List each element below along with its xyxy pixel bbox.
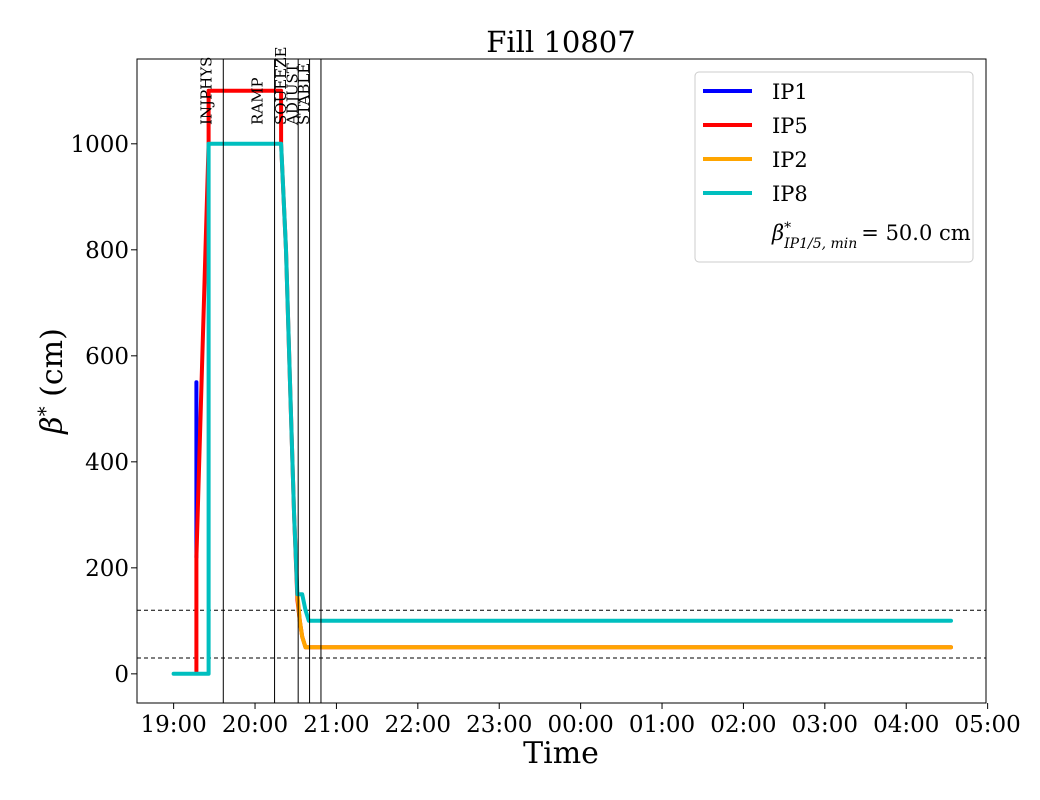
x-tick-label: 04:00 bbox=[873, 712, 939, 738]
legend-label-ip8: IP8 bbox=[772, 182, 808, 206]
x-tick-label: 01:00 bbox=[629, 712, 695, 738]
y-tick-label: 0 bbox=[114, 662, 129, 688]
y-tick-label: 600 bbox=[85, 344, 129, 370]
series-line-ip2 bbox=[295, 592, 953, 650]
legend-label-ip5: IP5 bbox=[772, 114, 808, 138]
legend-beta-min: β* IP1/5, min = 50.0 cm bbox=[771, 220, 971, 252]
plot-frame bbox=[136, 58, 987, 704]
x-ticks: 19:00 20:00 21:00 22:00 23:00 00:00 01:00 02:00… bbox=[140, 703, 1021, 738]
x-tick-label: 00:00 bbox=[547, 712, 613, 738]
phase-label-injphys: INJPHYS bbox=[197, 57, 215, 125]
x-tick-label: 23:00 bbox=[466, 712, 532, 738]
x-tick-label: 03:00 bbox=[792, 712, 858, 738]
x-tick-label: 19:00 bbox=[140, 712, 206, 738]
series-line-ip8 bbox=[171, 141, 953, 676]
y-ticks: 0 200 400 600 800 1000 bbox=[70, 132, 137, 688]
legend-label-ip1: IP1 bbox=[772, 80, 808, 104]
phase-label-ramp: RAMP bbox=[249, 77, 267, 125]
legend-box bbox=[694, 71, 974, 263]
chart-title: Fill 10807 bbox=[486, 25, 635, 59]
x-tick-label: 02:00 bbox=[710, 712, 776, 738]
x-tick-label: 05:00 bbox=[954, 712, 1020, 738]
y-tick-label: 400 bbox=[85, 450, 129, 476]
x-tick-label: 22:00 bbox=[385, 712, 451, 738]
phase-label-stable: STABLE bbox=[295, 63, 313, 125]
y-tick-label: 200 bbox=[85, 556, 129, 582]
phase-label-squeeze: SQUEEZE bbox=[272, 47, 290, 126]
phase-label-adjust: ADJUST bbox=[284, 63, 302, 126]
x-axis-label: Time bbox=[523, 736, 599, 771]
legend-label-ip2: IP2 bbox=[772, 148, 808, 172]
x-tick-label: 20:00 bbox=[222, 712, 288, 738]
y-tick-label: 800 bbox=[85, 238, 129, 264]
x-tick-label: 21:00 bbox=[303, 712, 369, 738]
plot-area bbox=[137, 88, 986, 676]
y-axis-label: β* (cm) bbox=[33, 328, 70, 435]
legend: IP1 IP5 IP2 IP8 β* IP1/5, min = 50.0 cm bbox=[694, 71, 974, 263]
y-tick-label: 1000 bbox=[70, 132, 129, 158]
